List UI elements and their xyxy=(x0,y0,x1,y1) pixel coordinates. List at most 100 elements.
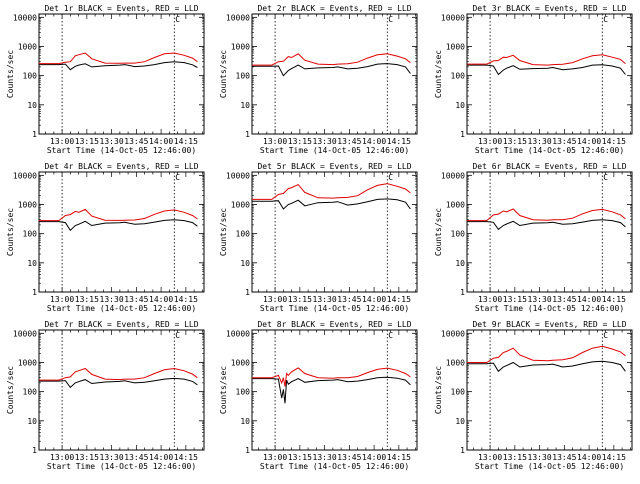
x-tick-label: 14:15 xyxy=(387,295,411,304)
x-tick-label: 13:30 xyxy=(313,137,337,146)
y-tick-label: 1 xyxy=(32,288,37,297)
y-tick-label: 10000 xyxy=(226,329,250,338)
panel-title: Det 3r BLACK = Events, RED = LLD xyxy=(472,4,626,13)
x-tick-label: 13:30 xyxy=(100,453,124,462)
lld-line xyxy=(467,345,626,363)
x-tick-label: 13:30 xyxy=(528,453,552,462)
x-tick-label: 13:45 xyxy=(552,137,576,146)
y-axis-label: Counts/sec xyxy=(6,208,15,256)
y-axis-label: Counts/sec xyxy=(219,366,228,414)
panel-title: Det 7r BLACK = Events, RED = LLD xyxy=(44,320,198,329)
x-tick-label: 13:15 xyxy=(503,453,527,462)
plot-frame xyxy=(466,13,633,135)
y-tick-label: 100 xyxy=(236,388,251,397)
panel-title: Det 1r BLACK = Events, RED = LLD xyxy=(44,4,198,13)
y-tick-label: 10 xyxy=(240,417,250,426)
x-tick-label: 13:30 xyxy=(100,295,124,304)
y-tick-label: 1000 xyxy=(18,200,37,209)
x-tick-label: 13:15 xyxy=(75,295,99,304)
plot-frame xyxy=(466,171,633,293)
x-axis-label: Start Time (14-Oct-05 12:46:00) xyxy=(47,146,196,155)
panel-title: Det 9r BLACK = Events, RED = LLD xyxy=(472,320,626,329)
y-axis-label: Counts/sec xyxy=(6,366,15,414)
x-tick-label: 14:00 xyxy=(149,137,173,146)
x-tick-label: 13:45 xyxy=(124,137,148,146)
events-line xyxy=(467,219,626,231)
y-tick-label: 100 xyxy=(451,388,466,397)
y-tick-label: 10 xyxy=(240,101,250,110)
x-tick-label: 13:15 xyxy=(503,137,527,146)
y-tick-label: 1 xyxy=(245,288,250,297)
panel-1: Det 1r BLACK = Events, RED = LLD 10000 100… xyxy=(6,4,205,155)
panel-title: Det 2r BLACK = Events, RED = LLD xyxy=(257,4,411,13)
plot-frame xyxy=(251,171,418,293)
y-tick-label: 1 xyxy=(32,130,37,139)
lld-line xyxy=(252,53,411,66)
y-axis-label: Counts/sec xyxy=(434,208,443,256)
x-tick-label: 13:15 xyxy=(288,453,312,462)
y-tick-label: 1000 xyxy=(446,42,465,51)
lld-line xyxy=(467,54,626,66)
panel-8: Det 8r BLACK = Events, RED = LLD 10000 100… xyxy=(219,320,418,471)
x-axis-label: Start Time (14-Oct-05 12:46:00) xyxy=(475,462,624,471)
x-tick-label: 13:15 xyxy=(75,137,99,146)
y-tick-label: 10000 xyxy=(441,329,465,338)
y-tick-label: 100 xyxy=(236,72,251,81)
x-tick-label: 13:45 xyxy=(337,453,361,462)
events-line xyxy=(252,376,411,404)
panel-9: Det 9r BLACK = Events, RED = LLD 10000 100… xyxy=(434,320,633,471)
x-tick-label: 14:00 xyxy=(577,295,601,304)
x-tick-label: 14:15 xyxy=(387,453,411,462)
panel-3: Det 3r BLACK = Events, RED = LLD 10000 100… xyxy=(434,4,633,155)
x-tick-label: 13:00 xyxy=(50,295,74,304)
x-tick-label: 14:15 xyxy=(174,453,198,462)
plot-frame xyxy=(38,329,205,451)
y-axis-label: Counts/sec xyxy=(6,50,15,98)
y-tick-label: 10 xyxy=(27,259,37,268)
panel-title: Det 5r BLACK = Events, RED = LLD xyxy=(257,162,411,171)
plot-frame xyxy=(466,329,633,451)
x-tick-label: 14:00 xyxy=(577,453,601,462)
y-tick-label: 10000 xyxy=(441,171,465,180)
x-tick-label: 13:00 xyxy=(50,453,74,462)
panel-6: Det 6r BLACK = Events, RED = LLD 10000 100… xyxy=(434,162,633,313)
x-tick-label: 13:15 xyxy=(503,295,527,304)
y-tick-label: 1000 xyxy=(231,200,250,209)
y-tick-label: 1000 xyxy=(446,358,465,367)
x-tick-label: 14:15 xyxy=(174,137,198,146)
x-axis-label: Start Time (14-Oct-05 12:46:00) xyxy=(47,304,196,313)
x-tick-label: 14:00 xyxy=(362,453,386,462)
events-line xyxy=(467,64,626,76)
y-tick-label: 1 xyxy=(460,446,465,455)
y-tick-label: 10000 xyxy=(226,171,250,180)
y-axis-label: Counts/sec xyxy=(434,366,443,414)
y-tick-label: 10000 xyxy=(13,13,37,22)
lld-line xyxy=(252,367,411,387)
x-tick-label: 13:00 xyxy=(478,295,502,304)
y-tick-label: 10000 xyxy=(441,13,465,22)
x-tick-label: 13:00 xyxy=(50,137,74,146)
y-tick-label: 1 xyxy=(245,446,250,455)
x-tick-label: 13:45 xyxy=(337,295,361,304)
x-tick-label: 13:30 xyxy=(313,453,337,462)
panel-5: Det 5r BLACK = Events, RED = LLD 10000 100… xyxy=(219,162,418,313)
y-tick-label: 10 xyxy=(455,259,465,268)
x-tick-label: 14:00 xyxy=(362,295,386,304)
x-axis-label: Start Time (14-Oct-05 12:46:00) xyxy=(475,146,624,155)
y-tick-label: 1000 xyxy=(18,42,37,51)
x-tick-label: 14:00 xyxy=(149,453,173,462)
y-tick-label: 10 xyxy=(240,259,250,268)
y-tick-label: 1 xyxy=(460,288,465,297)
panel-title: Det 6r BLACK = Events, RED = LLD xyxy=(472,162,626,171)
panel-title: Det 4r BLACK = Events, RED = LLD xyxy=(44,162,198,171)
y-tick-label: 10 xyxy=(455,101,465,110)
x-tick-label: 13:30 xyxy=(100,137,124,146)
x-tick-label: 13:00 xyxy=(478,137,502,146)
x-tick-label: 13:45 xyxy=(337,137,361,146)
marker-label: C xyxy=(175,173,180,182)
x-tick-label: 13:45 xyxy=(124,453,148,462)
x-tick-label: 13:00 xyxy=(478,453,502,462)
x-tick-label: 13:45 xyxy=(124,295,148,304)
